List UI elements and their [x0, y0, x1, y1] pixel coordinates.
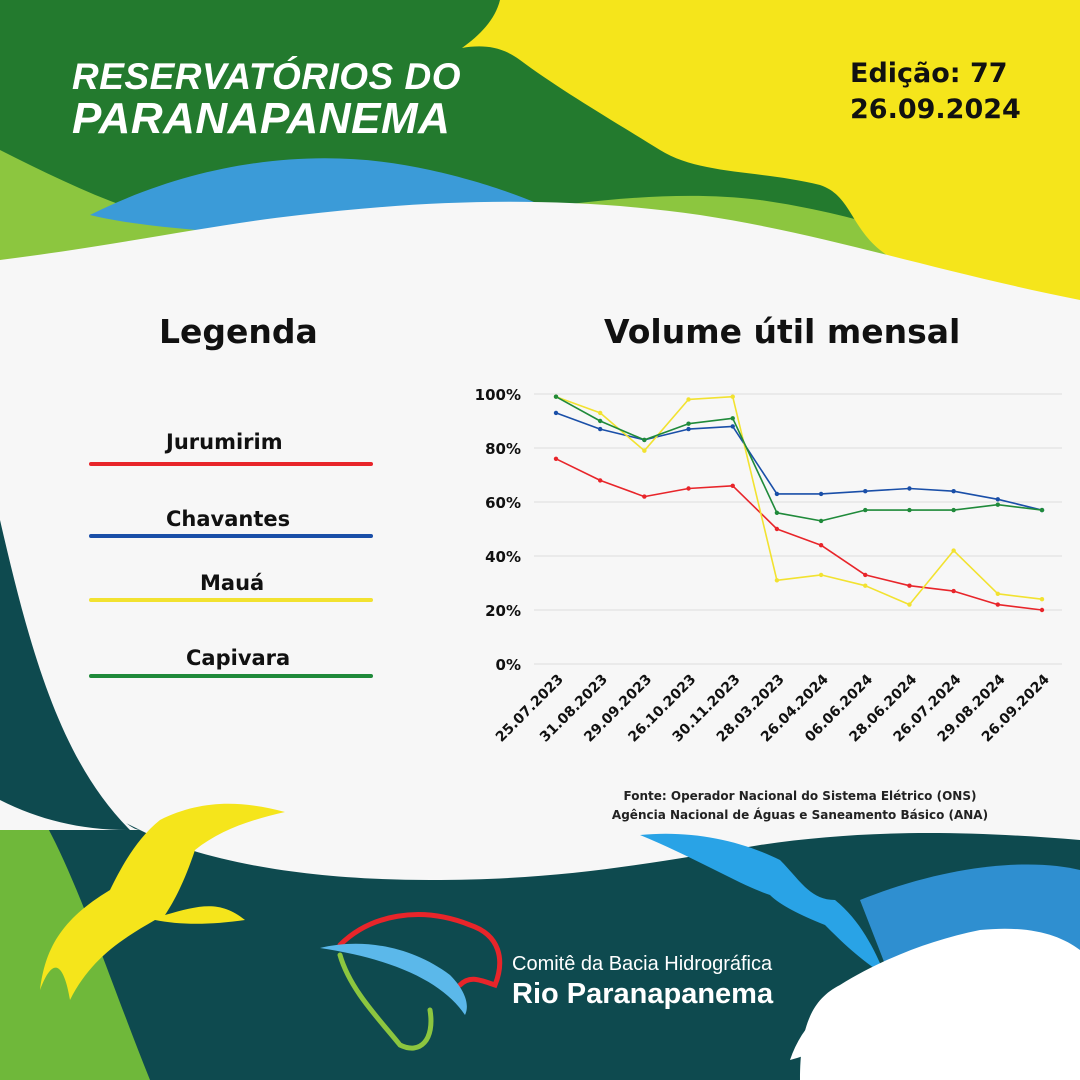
- series-line-chavantes: [555, 412, 1043, 511]
- data-point: [686, 486, 691, 491]
- series-line-jurumirim: [555, 458, 1043, 611]
- y-tick-label: 100%: [475, 386, 521, 404]
- legend-title: Legenda: [159, 312, 318, 351]
- data-point: [686, 426, 691, 432]
- data-point: [951, 588, 956, 594]
- data-point: [907, 602, 912, 607]
- data-point: [774, 491, 780, 497]
- data-point: [863, 507, 868, 513]
- data-point: [1039, 607, 1045, 613]
- data-point: [730, 394, 735, 399]
- organization-name: Comitê da Bacia Hidrográfica Rio Paranap…: [512, 953, 773, 1011]
- logo-map-green: [337, 952, 434, 1051]
- data-point: [995, 602, 1001, 607]
- data-point: [907, 583, 912, 588]
- data-point: [774, 526, 780, 532]
- data-point: [863, 583, 868, 588]
- data-point: [818, 572, 824, 578]
- data-point: [1039, 507, 1045, 513]
- y-tick-label: 80%: [485, 440, 521, 458]
- data-point: [597, 478, 603, 483]
- data-point: [951, 548, 956, 553]
- blue-bird-illustration: [640, 833, 885, 975]
- source-line-1: Fonte: Operador Nacional do Sistema Elét…: [623, 789, 977, 803]
- data-point: [951, 489, 956, 494]
- data-point: [774, 578, 780, 583]
- data-point: [995, 591, 1001, 596]
- data-point: [597, 426, 603, 432]
- data-point: [597, 410, 603, 416]
- data-point: [553, 394, 559, 399]
- data-point: [995, 497, 1001, 502]
- edition-block: Edição: 77 26.09.2024: [850, 56, 1021, 128]
- y-tick-label: 0%: [496, 656, 521, 674]
- data-point: [818, 518, 824, 524]
- top-yellow: [462, 0, 1080, 320]
- data-point: [863, 489, 868, 494]
- legend-label-jurumirim: Jurumirim: [166, 430, 283, 454]
- data-point: [730, 483, 735, 488]
- legend-line-jurumirim: [89, 462, 373, 466]
- source-line-2: Agência Nacional de Águas e Saneamento B…: [611, 808, 989, 822]
- data-point: [553, 456, 559, 461]
- data-point: [730, 424, 735, 429]
- org-line-2: Rio Paranapanema: [512, 978, 774, 1010]
- legend-line-chavantes: [89, 534, 373, 538]
- data-point: [642, 448, 647, 453]
- data-point: [642, 437, 647, 443]
- data-point: [995, 502, 1001, 507]
- data-point: [907, 486, 912, 491]
- data-point: [686, 397, 691, 402]
- series-line-mau: [555, 395, 1043, 606]
- y-tick-label: 40%: [485, 548, 521, 566]
- chart-title: Volume útil mensal: [604, 312, 961, 351]
- data-point: [818, 543, 824, 548]
- data-point: [907, 507, 912, 513]
- y-tick-label: 20%: [485, 602, 521, 620]
- data-point: [951, 507, 956, 513]
- data-point: [553, 410, 559, 416]
- data-point: [597, 418, 603, 424]
- title-line-2: PARANAPANEMA: [72, 94, 451, 143]
- logo-map-red: [337, 912, 503, 989]
- white-panel: [0, 201, 1080, 880]
- title-line-1: RESERVATÓRIOS DO: [72, 56, 462, 97]
- series-line-capivara: [555, 395, 1043, 522]
- edition-number: Edição: 77: [850, 58, 1008, 89]
- data-point: [774, 510, 780, 515]
- legend-line-capivara: [89, 674, 373, 678]
- data-point: [863, 572, 868, 578]
- source-note: Fonte: Operador Nacional do Sistema Elét…: [560, 787, 1040, 825]
- legend-label-chavantes: Chavantes: [166, 507, 291, 531]
- legend-label-capivara: Capivara: [186, 646, 291, 670]
- page-title: RESERVATÓRIOS DO PARANAPANEMA: [72, 58, 461, 141]
- data-point: [818, 491, 824, 497]
- data-point: [1039, 597, 1045, 602]
- logo-wave-blue: [320, 943, 467, 1015]
- data-point: [642, 494, 647, 499]
- edition-date: 26.09.2024: [850, 94, 1021, 125]
- data-point: [686, 421, 691, 426]
- org-line-1: Comitê da Bacia Hidrográfica: [512, 953, 773, 975]
- data-point: [730, 416, 735, 421]
- legend-line-maua: [89, 598, 373, 602]
- y-tick-label: 60%: [485, 494, 521, 512]
- yellow-bird-illustration: [40, 803, 285, 1000]
- animal-illustration: [800, 928, 1080, 1080]
- legend-label-maua: Mauá: [200, 571, 265, 595]
